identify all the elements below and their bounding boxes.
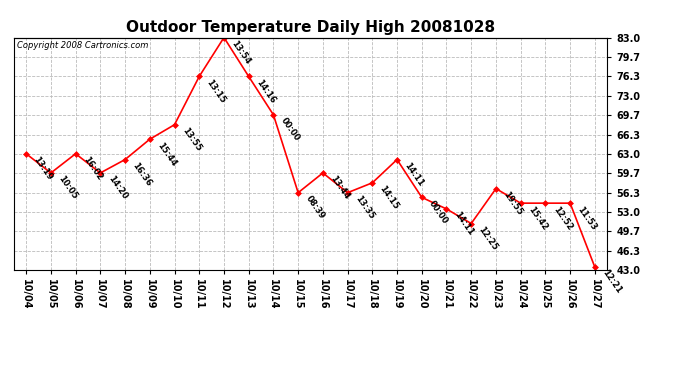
Text: 14:16: 14:16 [254,78,277,105]
Text: 13:55: 13:55 [180,126,203,153]
Text: 12:21: 12:21 [600,268,623,296]
Text: 14:20: 14:20 [106,174,128,201]
Text: 15:42: 15:42 [526,204,549,232]
Text: 16:02: 16:02 [81,155,104,182]
Text: 12:25: 12:25 [477,225,500,252]
Text: 11:53: 11:53 [575,204,598,232]
Text: 00:00: 00:00 [279,116,302,143]
Text: 12:52: 12:52 [551,204,573,232]
Text: 13:15: 13:15 [205,78,228,105]
Text: 08:39: 08:39 [304,194,326,221]
Text: 15:44: 15:44 [155,141,178,168]
Text: 16:36: 16:36 [130,161,153,188]
Text: Copyright 2008 Cartronics.com: Copyright 2008 Cartronics.com [17,41,148,50]
Text: 14:11: 14:11 [402,161,425,188]
Text: 13:54: 13:54 [230,39,253,66]
Text: 00:00: 00:00 [427,199,450,225]
Text: 14:11: 14:11 [452,210,475,237]
Text: 13:35: 13:35 [353,194,376,221]
Text: 13:19: 13:19 [32,155,55,182]
Title: Outdoor Temperature Daily High 20081028: Outdoor Temperature Daily High 20081028 [126,20,495,35]
Text: 13:44: 13:44 [328,174,351,201]
Text: 10:05: 10:05 [57,174,79,201]
Text: 19:55: 19:55 [502,190,524,217]
Text: 14:15: 14:15 [378,184,401,211]
